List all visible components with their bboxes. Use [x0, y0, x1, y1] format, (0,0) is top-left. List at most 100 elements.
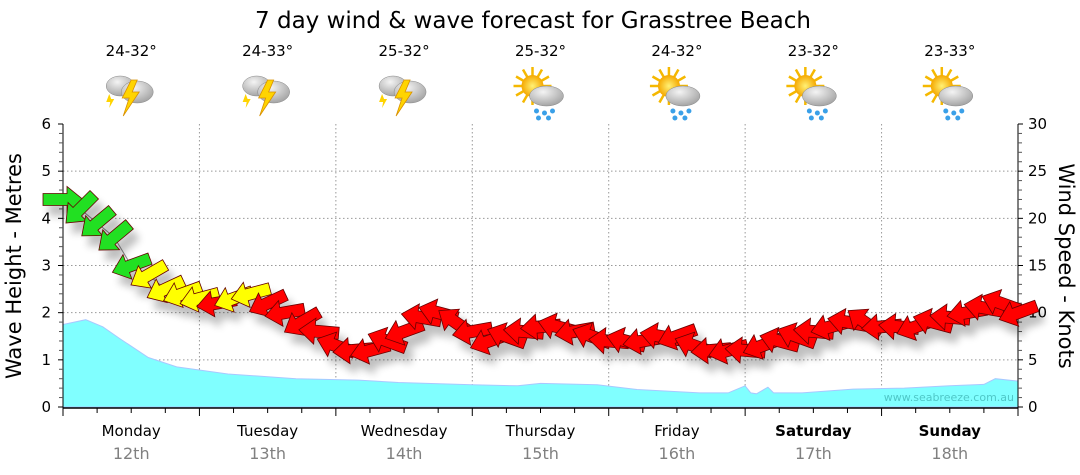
day-label: Wednesday	[361, 422, 448, 440]
sun-rain-icon	[922, 67, 974, 121]
rain-drop	[951, 110, 957, 116]
rain-drop	[945, 115, 951, 121]
sun-ray	[651, 89, 661, 97]
sun-ray	[794, 68, 802, 78]
right-tick-label: 20	[1028, 209, 1047, 227]
storm-icon	[105, 75, 154, 117]
day-temperature: 25-32°	[379, 42, 430, 60]
sun-ray	[924, 89, 934, 97]
lightning-bolt	[257, 79, 277, 117]
wave-height-area	[62, 319, 1019, 408]
sun-ray	[536, 68, 544, 78]
sun-ray	[658, 68, 666, 78]
left-tick-label: 3	[41, 257, 51, 275]
sun-ray	[676, 75, 687, 83]
right-tick-label: 30	[1028, 115, 1047, 133]
sun-rain-icon	[786, 67, 837, 121]
rain-drop	[670, 108, 676, 114]
sun-ray	[931, 94, 938, 104]
lightning-bolt	[242, 94, 251, 108]
rain-drop	[814, 110, 820, 116]
cloud-shape	[665, 85, 701, 107]
rain-drop	[672, 115, 678, 121]
lightning-bolt	[379, 94, 388, 108]
chart-title: 7 day wind & wave forecast for Grasstree…	[255, 8, 811, 34]
left-tick-label: 0	[41, 398, 51, 416]
date-label: 13th	[249, 444, 286, 463]
wind-arrow	[367, 326, 409, 354]
rain-drop	[686, 108, 692, 114]
wind-arrow	[451, 318, 494, 346]
right-tick-label: 5	[1028, 351, 1038, 369]
day-temperature: 23-32°	[788, 42, 839, 60]
day-label: Tuesday	[236, 422, 298, 440]
rain-drop	[808, 115, 814, 121]
sun-ray	[521, 68, 529, 78]
rain-drop	[822, 108, 828, 114]
rain-drop	[550, 108, 555, 114]
date-label: 12th	[113, 444, 150, 463]
rain-drop	[818, 115, 824, 121]
day-label: Monday	[102, 422, 161, 440]
rain-drop	[546, 115, 551, 121]
sun-ray	[813, 75, 823, 83]
rain-drop	[534, 108, 539, 114]
left-tick-label: 4	[41, 209, 51, 227]
sun-rain-icon	[649, 67, 701, 121]
rain-drop	[943, 108, 949, 114]
wind-arrow	[248, 288, 289, 318]
day-temperature: 25-32°	[515, 42, 566, 60]
left-tick-label: 5	[41, 162, 51, 180]
cloud-shape	[938, 85, 974, 107]
sun-ray	[924, 75, 934, 83]
rain-drop	[536, 115, 541, 121]
rain-drop	[959, 108, 965, 114]
sun-rain-icon	[513, 67, 564, 121]
sun-ray	[945, 68, 953, 78]
left-tick-label: 1	[41, 351, 51, 369]
wind-arrow	[230, 281, 272, 309]
sun-ray	[788, 75, 798, 83]
day-temperature: 24-33°	[242, 42, 293, 60]
rain-drop	[955, 115, 961, 121]
sun-ray	[931, 68, 938, 78]
right-tick-label: 15	[1028, 257, 1047, 275]
sun-ray	[651, 75, 661, 83]
wind-arrow	[130, 259, 170, 289]
storm-icon	[378, 75, 427, 117]
rain-drop	[542, 110, 547, 116]
date-label: 16th	[659, 444, 696, 463]
wind-arrow	[146, 274, 187, 304]
day-label: Sunday	[919, 422, 982, 440]
storm-icon	[242, 75, 290, 117]
day-temperature: 24-32°	[651, 42, 702, 60]
sun-ray	[521, 94, 529, 104]
wind-arrow	[111, 252, 153, 280]
sun-ray	[788, 89, 798, 97]
lightning-bolt	[106, 94, 115, 108]
sun-ray	[949, 75, 959, 83]
rain-drop	[678, 110, 684, 116]
sun-ray	[809, 68, 816, 78]
right-tick-label: 25	[1028, 162, 1047, 180]
day-label: Friday	[654, 422, 700, 440]
sun-ray	[672, 68, 680, 78]
date-label: 14th	[386, 444, 423, 463]
right-tick-label: 0	[1028, 398, 1038, 416]
sun-ray	[515, 89, 525, 97]
wind-arrow	[264, 299, 306, 327]
wind-arrow	[65, 189, 100, 224]
cloud-shape	[529, 85, 564, 107]
right-axis-label: Wind Speed - Knots	[1054, 163, 1078, 368]
sun-ray	[515, 75, 525, 83]
wind-arrow	[657, 323, 699, 351]
day-label: Saturday	[775, 422, 852, 440]
wind-arrow	[98, 219, 134, 251]
wind-arrow	[81, 204, 117, 237]
sun-ray	[540, 75, 550, 83]
lightning-bolt	[121, 79, 140, 117]
day-temperature: 24-32°	[106, 42, 157, 60]
left-tick-label: 6	[41, 115, 51, 133]
cloud-shape	[802, 85, 837, 107]
